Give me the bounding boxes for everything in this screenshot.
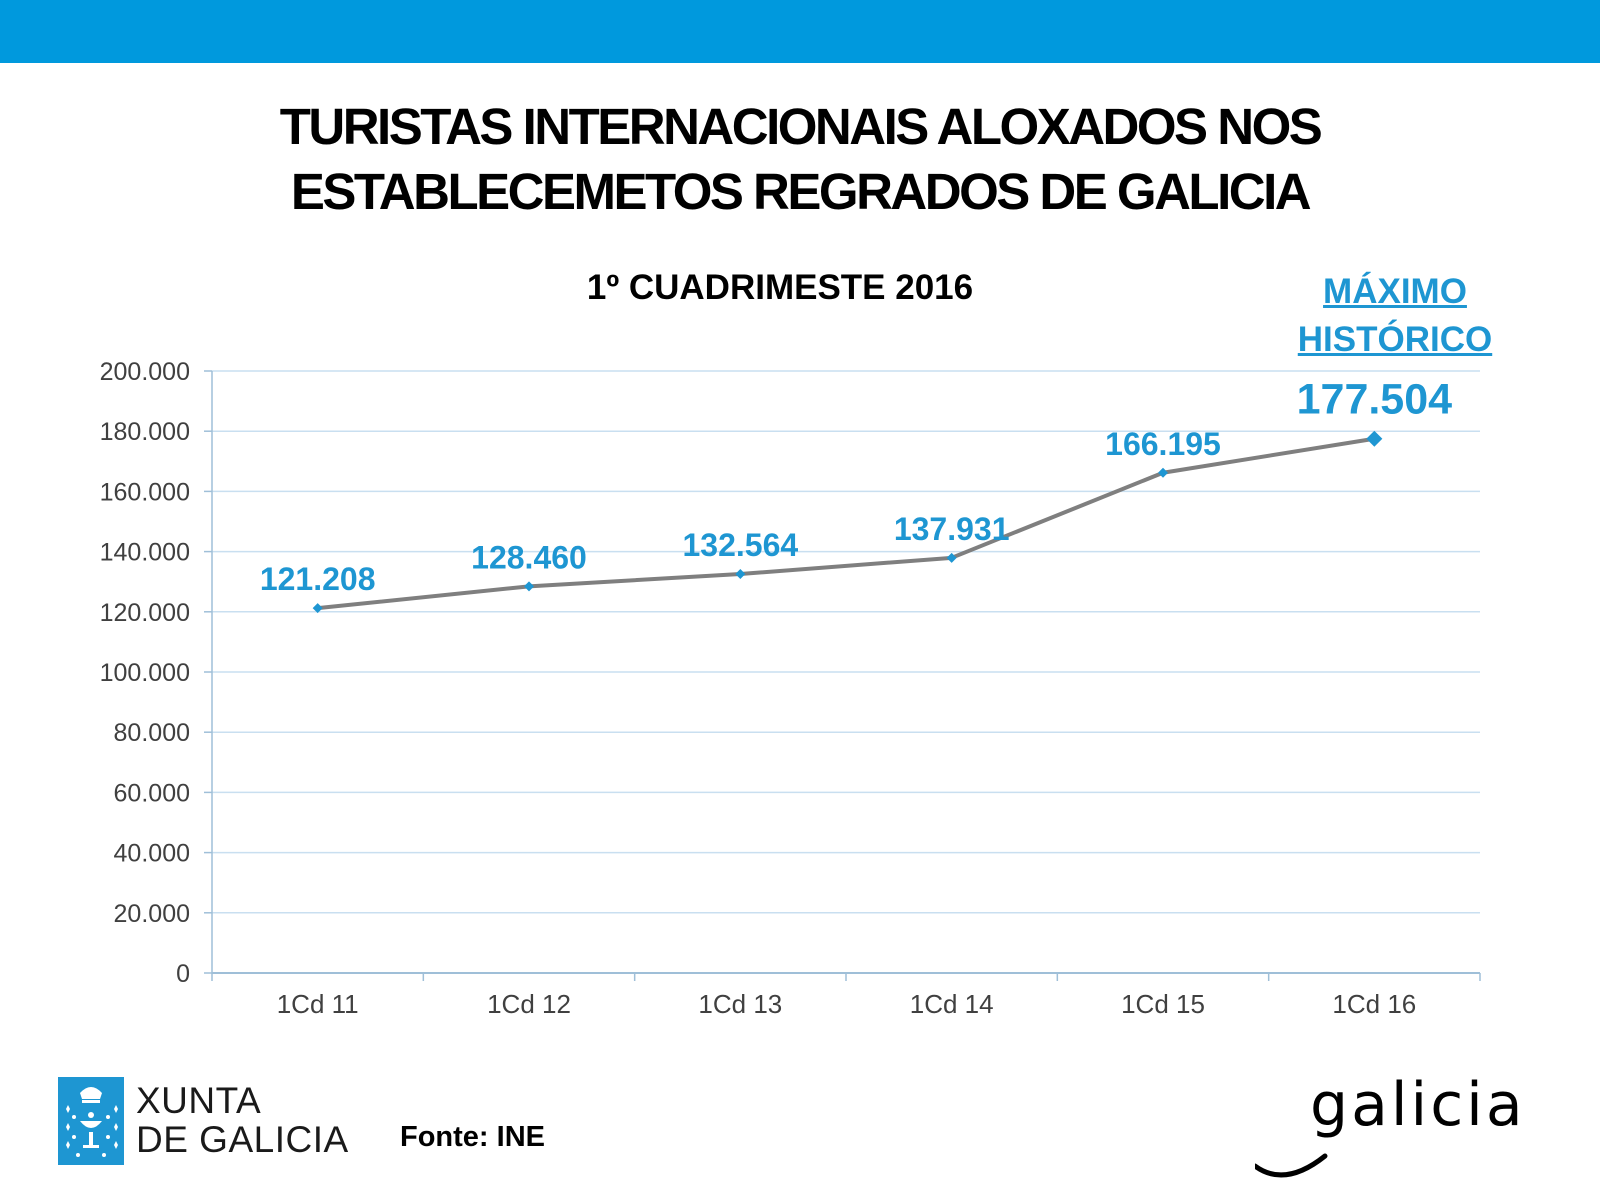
- max-historic-label-line-1: MÁXIMO: [1323, 272, 1467, 311]
- max-historic-annotation: MÁXIMO HISTÓRICO: [1255, 268, 1535, 364]
- data-point-marker: [1158, 467, 1168, 478]
- data-label: 177.504: [1297, 376, 1453, 424]
- y-tick-label: 60.000: [114, 779, 190, 807]
- xunta-logo-line-2: DE GALICIA: [136, 1119, 349, 1160]
- x-tick-label: 1Cd 14: [910, 989, 994, 1019]
- chart-title: 1º CUADRIMESTE 2016: [586, 268, 974, 307]
- y-tick-label: 200.000: [100, 358, 190, 386]
- y-tick-label: 160.000: [100, 478, 190, 506]
- data-label: 132.564: [682, 527, 798, 563]
- xunta-logo-line-1: XUNTA: [136, 1080, 262, 1121]
- page-title-line-2: ESTABLECEMETOS REGRADOS DE GALICIA: [290, 163, 1312, 220]
- data-point-marker: [312, 603, 323, 614]
- data-point-marker: [1366, 430, 1383, 447]
- series-line: [317, 436, 1375, 611]
- xunta-logo-text: XUNTA DE GALICIA: [136, 1081, 349, 1159]
- data-label: 137.931: [894, 511, 1010, 547]
- x-tick-label: 1Cd 16: [1332, 989, 1416, 1019]
- xunta-coat-of-arms-icon: [58, 1077, 124, 1165]
- data-point-marker: [735, 568, 746, 579]
- line-chart: 0 20.000 40.000 60.000 80.000 100.000 120.000 1…: [100, 358, 1481, 1019]
- galicia-brand-swoosh-icon: [1255, 1153, 1328, 1178]
- page-title: TURISTAS INTERNACIONAIS ALOXADOS NOS EST…: [0, 94, 1600, 224]
- y-tick-label: 120.000: [100, 599, 190, 627]
- data-point-marker: [524, 581, 534, 592]
- data-label: 128.460: [471, 539, 587, 575]
- data-label: 121.208: [260, 561, 376, 597]
- x-tick-label: 1Cd 11: [277, 989, 359, 1019]
- max-historic-label-line-2: HISTÓRICO: [1297, 320, 1493, 359]
- x-tick-label: 1Cd 12: [487, 989, 571, 1019]
- y-tick-label: 20.000: [114, 900, 190, 928]
- galicia-brand-logo: galicia: [1310, 1070, 1526, 1140]
- top-banner: [0, 0, 1600, 63]
- data-label: 166.195: [1105, 426, 1221, 462]
- x-tick-label: 1Cd 15: [1121, 989, 1205, 1019]
- x-tick-label: 1Cd 13: [698, 989, 782, 1019]
- y-tick-label: 40.000: [114, 840, 190, 868]
- page-title-line-1: TURISTAS INTERNACIONAIS ALOXADOS NOS: [279, 98, 1323, 155]
- y-tick-label: 180.000: [100, 418, 190, 446]
- y-tick-label: 80.000: [114, 719, 190, 747]
- y-tick-label: 100.000: [100, 659, 190, 687]
- source-note: Fonte: INE: [400, 1121, 545, 1153]
- y-tick-label: 140.000: [100, 539, 190, 567]
- y-tick-label: 0: [176, 960, 190, 988]
- data-point-marker: [946, 552, 957, 563]
